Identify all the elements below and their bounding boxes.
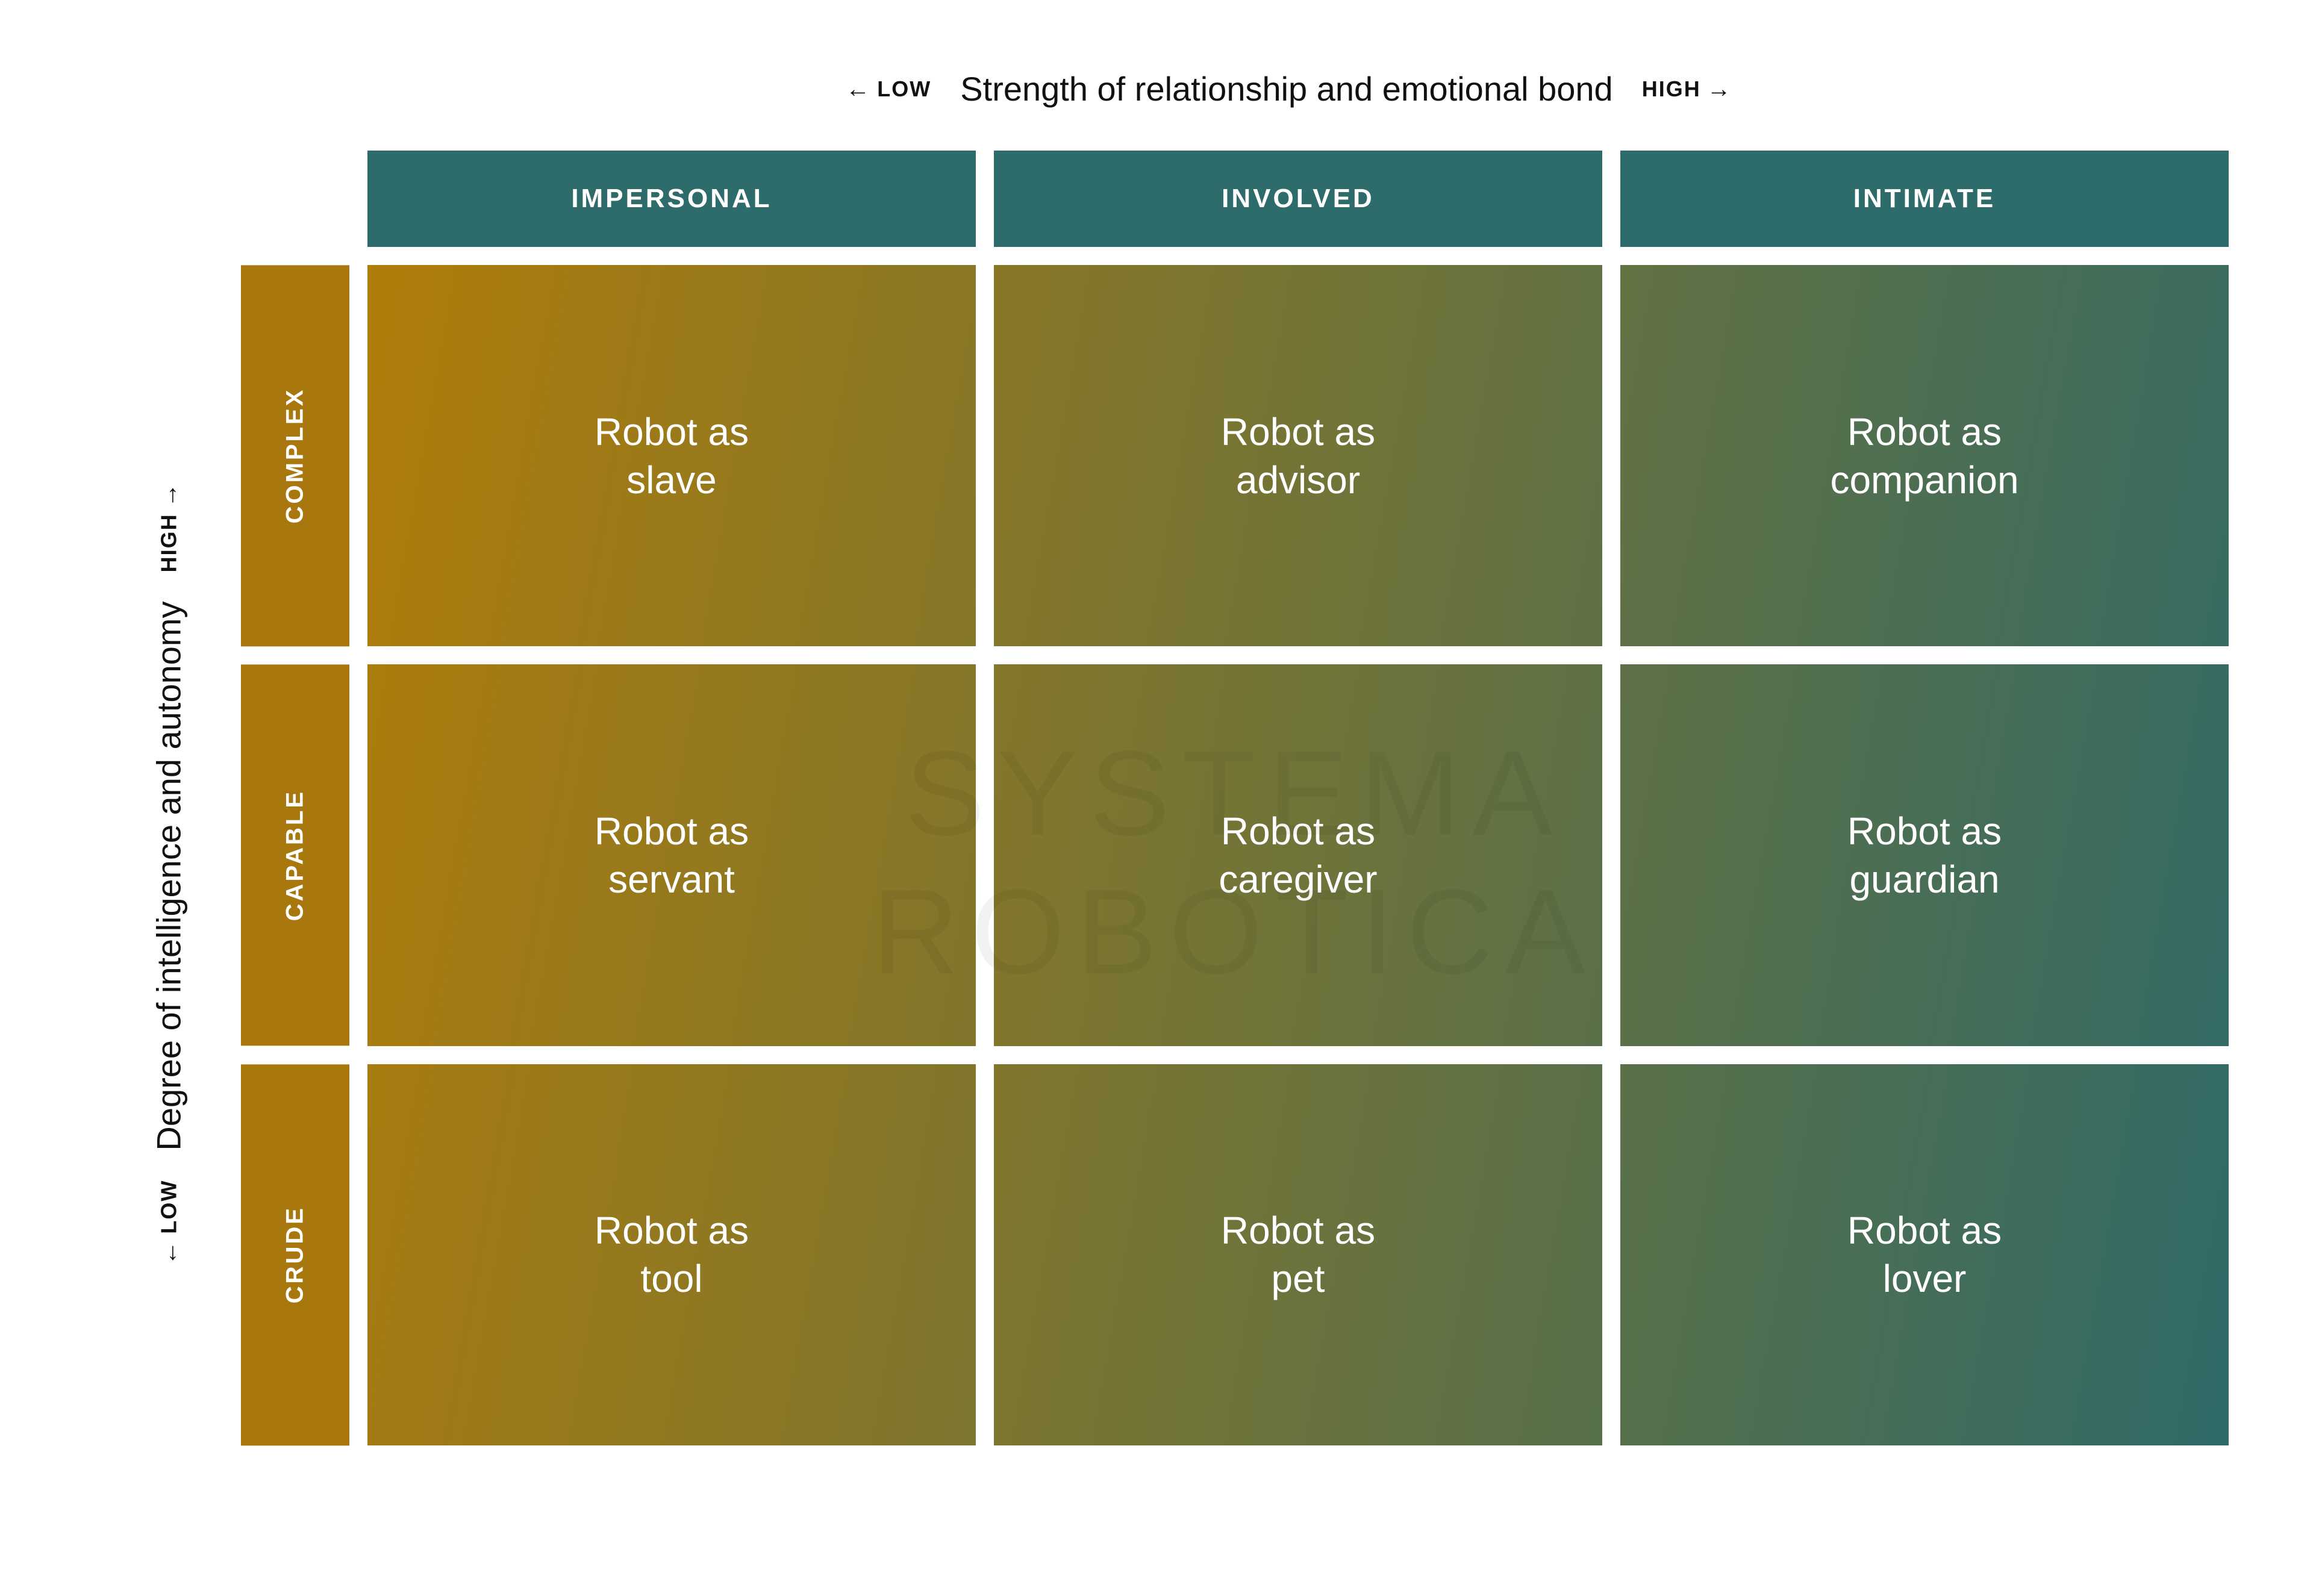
chart-area: ← LOW Strength of relationship and emoti…: [241, 69, 2229, 1445]
y-axis-low-label: LOW: [156, 1179, 181, 1233]
y-axis-title: Degree of intelligence and autonomy: [149, 601, 189, 1150]
x-axis-low: ← LOW: [846, 76, 931, 102]
cell-capable-intimate: Robot as guardian: [1620, 664, 2229, 1046]
column-header-label: IMPERSONAL: [571, 184, 772, 214]
x-axis-low-label: LOW: [877, 76, 931, 102]
column-header-impersonal: IMPERSONAL: [367, 151, 976, 247]
cell-crude-intimate: Robot as lover: [1620, 1064, 2229, 1445]
column-header-intimate: INTIMATE: [1620, 151, 2229, 247]
matrix-grid: SYSTEMA ROBOTICA IMPERSONAL INVOLVED INT…: [241, 151, 2229, 1445]
cell-crude-impersonal: Robot as tool: [367, 1064, 976, 1445]
cell-line2: companion: [1830, 456, 2018, 504]
cell-complex-impersonal: Robot as slave: [367, 265, 976, 646]
column-header-label: INTIMATE: [1853, 184, 1996, 214]
row-header-capable: CAPABLE: [241, 664, 349, 1046]
arrow-left-icon: ←: [846, 77, 871, 101]
cell-line1: Robot as: [1219, 807, 1377, 855]
x-axis-high-label: HIGH: [1642, 76, 1701, 102]
cell-line2: tool: [595, 1255, 749, 1303]
corner-empty: [241, 151, 349, 247]
cell-line2: guardian: [1847, 855, 2002, 903]
cell-line2: pet: [1221, 1255, 1375, 1303]
arrow-right-icon: →: [157, 482, 181, 507]
x-axis: ← LOW Strength of relationship and emoti…: [349, 69, 2229, 108]
cell-line2: caregiver: [1219, 855, 1377, 903]
cell-line2: servant: [595, 855, 749, 903]
diagram-canvas: ← LOW Degree of intelligence and autonom…: [0, 0, 2313, 1596]
cell-line2: slave: [595, 456, 749, 504]
arrow-right-icon: →: [1707, 77, 1732, 101]
cell-line1: Robot as: [595, 1206, 749, 1255]
row-header-crude: CRUDE: [241, 1064, 349, 1445]
y-axis-high-label: HIGH: [156, 513, 181, 572]
x-axis-title: Strength of relationship and emotional b…: [960, 69, 1612, 108]
cell-line1: Robot as: [595, 807, 749, 855]
cell-line2: lover: [1847, 1255, 2002, 1303]
cell-complex-involved: Robot as advisor: [994, 265, 1602, 646]
cell-line1: Robot as: [1221, 1206, 1375, 1255]
cell-crude-involved: Robot as pet: [994, 1064, 1602, 1445]
y-axis-high: HIGH →: [156, 482, 181, 572]
cell-line1: Robot as: [1847, 807, 2002, 855]
cell-line1: Robot as: [1847, 1206, 2002, 1255]
row-header-label: COMPLEX: [282, 388, 309, 524]
cell-line1: Robot as: [1830, 408, 2018, 456]
y-axis-low: ← LOW: [156, 1179, 181, 1265]
column-header-involved: INVOLVED: [994, 151, 1602, 247]
arrow-left-icon: ←: [157, 1239, 181, 1265]
cell-capable-involved: Robot as caregiver: [994, 664, 1602, 1046]
cell-complex-intimate: Robot as companion: [1620, 265, 2229, 646]
column-header-label: INVOLVED: [1222, 184, 1375, 214]
cell-line1: Robot as: [1221, 408, 1375, 456]
x-axis-high: HIGH →: [1642, 76, 1732, 102]
row-header-label: CAPABLE: [282, 790, 309, 921]
cell-line1: Robot as: [595, 408, 749, 456]
y-axis: ← LOW Degree of intelligence and autonom…: [133, 241, 205, 1506]
cell-line2: advisor: [1221, 456, 1375, 504]
row-header-label: CRUDE: [282, 1206, 309, 1303]
cell-capable-impersonal: Robot as servant: [367, 664, 976, 1046]
row-header-complex: COMPLEX: [241, 265, 349, 646]
